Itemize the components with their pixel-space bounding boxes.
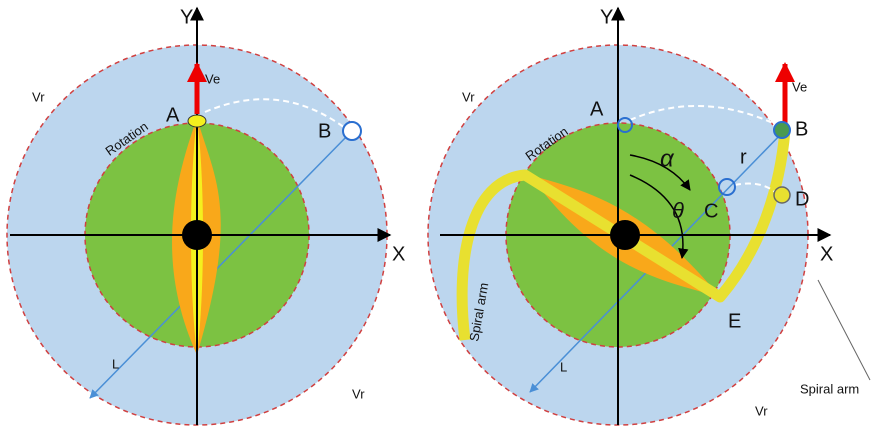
label: Ve bbox=[205, 71, 220, 86]
motion-arc bbox=[204, 98, 346, 129]
motion-arc bbox=[629, 104, 776, 125]
label: θ bbox=[672, 198, 684, 223]
center bbox=[610, 220, 640, 250]
label: L bbox=[112, 356, 119, 371]
label: X bbox=[820, 243, 833, 265]
point-a bbox=[617, 117, 633, 133]
pointer bbox=[817, 279, 871, 381]
label: X bbox=[392, 243, 405, 265]
label: Vr bbox=[352, 386, 365, 401]
label: Vr bbox=[755, 403, 768, 418]
point-d bbox=[773, 186, 791, 204]
motion-arc bbox=[734, 182, 776, 193]
label: Y bbox=[180, 6, 193, 28]
point-b bbox=[773, 121, 791, 139]
center bbox=[182, 220, 212, 250]
label: B bbox=[318, 120, 331, 142]
label: L bbox=[560, 359, 567, 374]
spiral-arm bbox=[456, 129, 791, 341]
left-panel: Y X Ve Vr Vr Rotation A B L bbox=[6, 6, 405, 426]
point-a bbox=[187, 114, 207, 128]
label: E bbox=[728, 310, 741, 332]
label: A bbox=[590, 98, 604, 120]
label: Ve bbox=[792, 79, 807, 94]
length-line bbox=[89, 130, 353, 399]
label: C bbox=[704, 200, 718, 222]
theta-arc bbox=[629, 174, 689, 260]
alpha-arc bbox=[629, 154, 691, 191]
point-c bbox=[718, 178, 736, 196]
label: Spiral arm bbox=[800, 381, 859, 396]
label: Y bbox=[600, 6, 613, 28]
label: A bbox=[166, 104, 180, 126]
right-panel: Y X Ve Vr Vr Rotation A B r α θ C D E L … bbox=[427, 6, 871, 426]
point-b bbox=[342, 121, 362, 141]
label: Vr bbox=[462, 89, 475, 104]
label: D bbox=[795, 188, 809, 210]
label: α bbox=[660, 145, 675, 172]
label: B bbox=[795, 118, 808, 140]
label: Vr bbox=[32, 89, 45, 104]
label: r bbox=[740, 146, 747, 168]
